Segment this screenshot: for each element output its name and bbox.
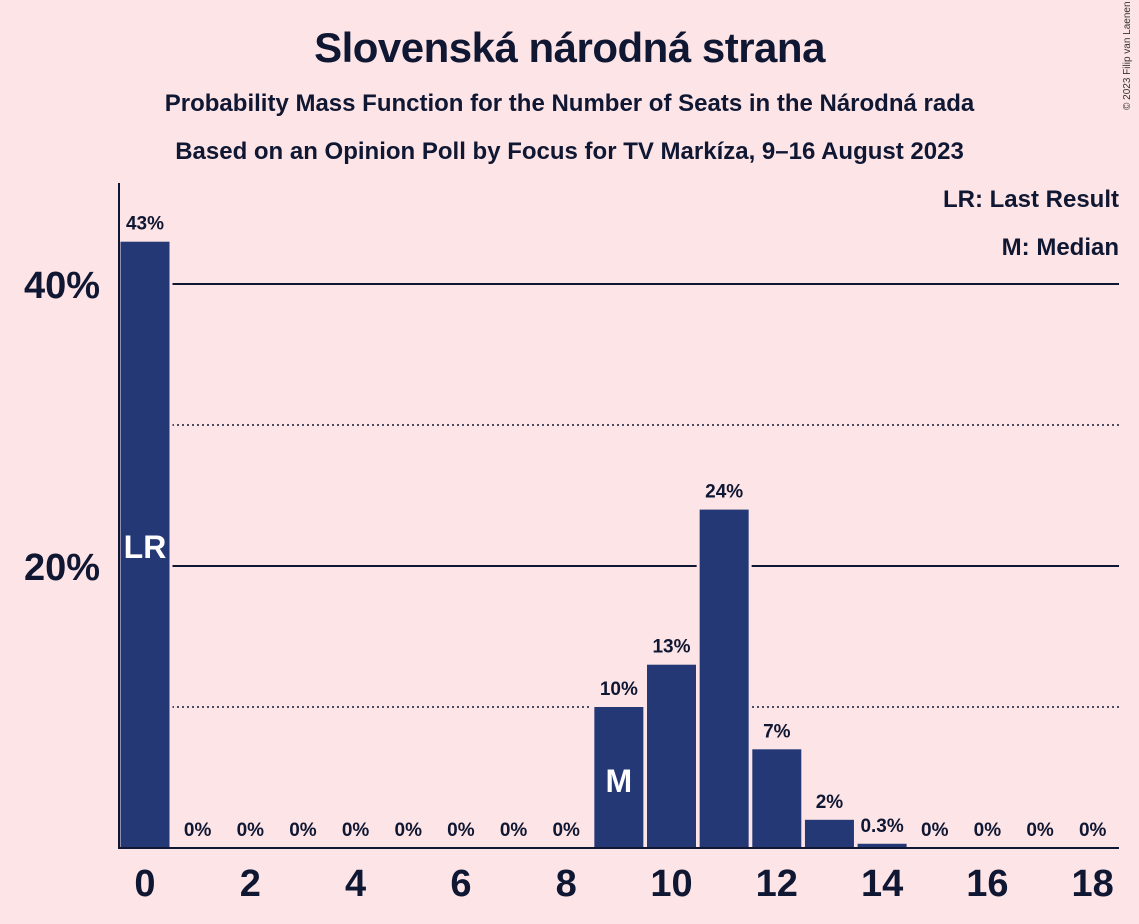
data-label: 0% (184, 820, 212, 841)
chart-source-line: Based on an Opinion Poll by Focus for TV… (175, 138, 964, 165)
data-label: 0% (342, 820, 370, 841)
data-label: 13% (652, 637, 690, 658)
bar (857, 843, 907, 848)
data-label: 0% (500, 820, 528, 841)
data-label: 0% (1079, 820, 1107, 841)
y-tick-label: 40% (24, 265, 100, 307)
data-label: 0% (552, 820, 580, 841)
x-tick-label: 4 (345, 863, 366, 905)
bar (699, 509, 749, 848)
x-tick-label: 10 (650, 863, 692, 905)
bar (804, 819, 854, 848)
data-label: 0% (447, 820, 475, 841)
data-label: 0% (289, 820, 317, 841)
bar (120, 241, 170, 848)
data-label: 7% (763, 721, 791, 742)
data-label: 0% (921, 820, 949, 841)
chart-subtitle: Probability Mass Function for the Number… (164, 90, 975, 117)
last-result-marker: LR (124, 529, 167, 565)
data-label: 0% (1026, 820, 1054, 841)
y-tick-label: 20% (24, 547, 100, 589)
data-label: 0% (237, 820, 265, 841)
data-label: 0.3% (860, 816, 903, 837)
data-label: 24% (705, 482, 743, 503)
legend-last-result: LR: Last Result (942, 186, 1119, 213)
data-label: 43% (126, 214, 164, 235)
chart-title: Slovenská národná strana (314, 24, 825, 71)
legend-median: M: Median (1001, 234, 1119, 261)
data-label: 2% (816, 792, 844, 813)
bar (752, 749, 802, 848)
bar (594, 707, 644, 848)
x-tick-label: 18 (1072, 863, 1114, 905)
x-tick-label: 14 (861, 863, 903, 905)
data-label: 0% (974, 820, 1002, 841)
x-tick-label: 6 (450, 863, 471, 905)
x-tick-label: 12 (756, 863, 798, 905)
x-tick-label: 2 (240, 863, 261, 905)
data-label: 0% (395, 820, 423, 841)
median-marker: M (606, 763, 633, 799)
x-tick-label: 0 (134, 863, 155, 905)
x-tick-label: 16 (966, 863, 1008, 905)
data-label: 10% (600, 679, 638, 700)
bar (647, 664, 696, 848)
x-tick-label: 8 (556, 863, 577, 905)
